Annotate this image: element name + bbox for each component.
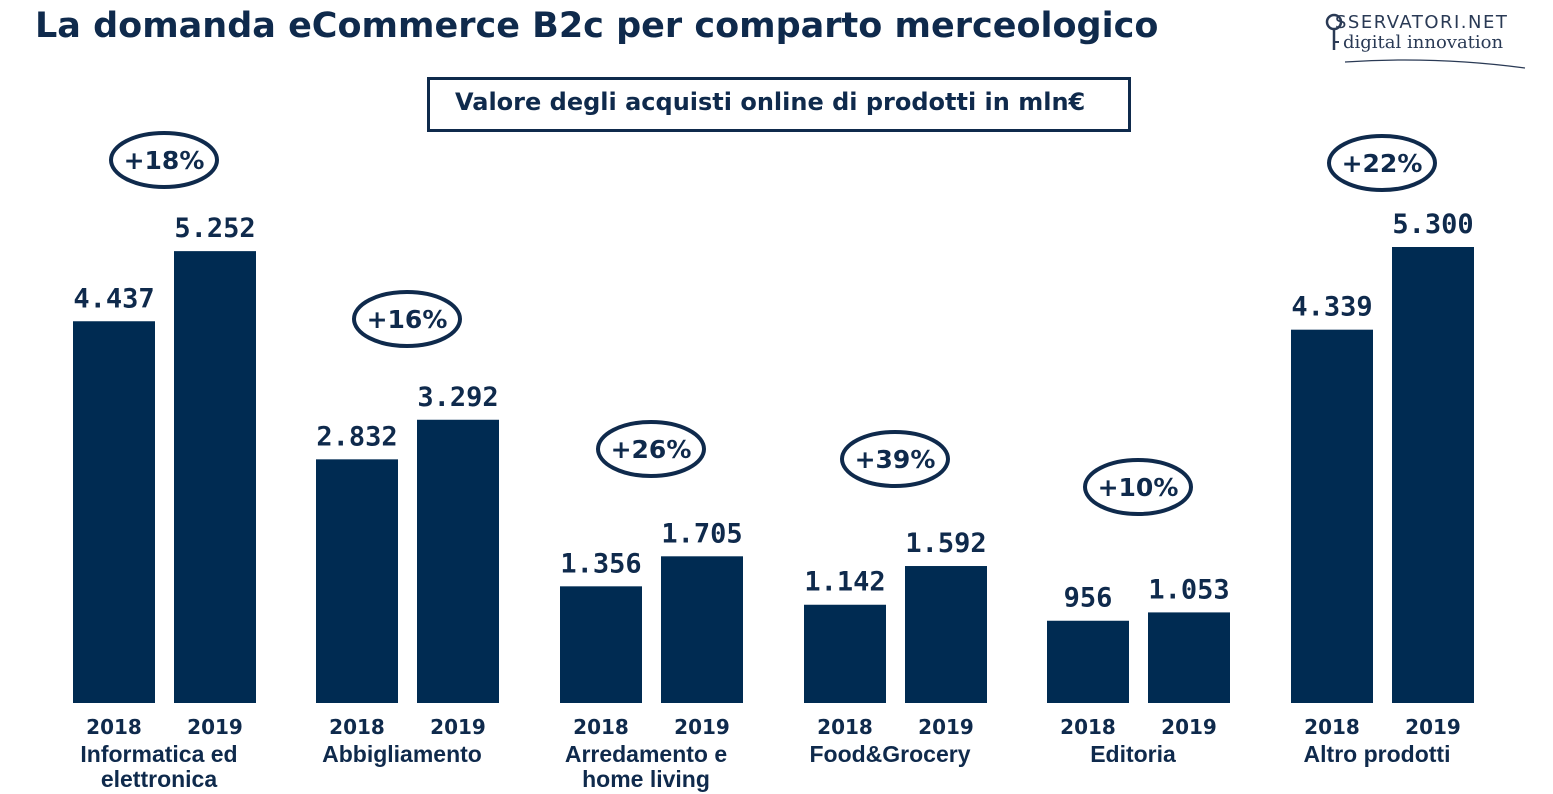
category-label-3-0: Food&Grocery (809, 741, 970, 767)
bar-2018-4 (1047, 620, 1129, 703)
bar-2019-0 (174, 251, 256, 703)
bar-2018-3 (804, 604, 886, 703)
page-title: La domanda eCommerce B2c per comparto me… (35, 6, 1159, 46)
logo-key-icon (1325, 13, 1343, 50)
subtitle-box (427, 77, 1131, 132)
growth-label-4: +10% (1098, 473, 1179, 502)
growth-ellipse-4 (1083, 458, 1193, 516)
bar-2019-4 (1148, 612, 1230, 703)
growth-label-2: +26% (611, 435, 692, 464)
category-label-5-0: Altro prodotti (1304, 741, 1451, 767)
value-label-2018-1: 2.832 (316, 421, 397, 452)
category-label-2-0: Arredamento e (565, 741, 727, 767)
value-label-2019-5: 5.300 (1392, 209, 1473, 240)
year-label-2019-1: 2019 (430, 715, 486, 739)
value-label-2018-5: 4.339 (1291, 292, 1372, 323)
growth-label-3: +39% (855, 445, 936, 474)
year-label-2019-3: 2019 (918, 715, 974, 739)
bar-2019-3 (905, 566, 987, 703)
growth-ellipse-3 (840, 430, 950, 488)
value-label-2018-2: 1.356 (560, 548, 641, 579)
logo-line2: digital innovation (1343, 32, 1504, 53)
bar-2018-5 (1291, 329, 1373, 703)
growth-ellipse-1 (352, 290, 462, 348)
year-label-2018-0: 2018 (86, 715, 142, 739)
year-label-2019-2: 2019 (674, 715, 730, 739)
growth-label-1: +16% (367, 305, 448, 334)
value-label-2018-3: 1.142 (804, 567, 885, 598)
bar-2019-1 (417, 419, 499, 703)
growth-ellipse-2 (596, 420, 706, 478)
category-label-0-0: Informatica ed (80, 741, 237, 767)
year-label-2018-5: 2018 (1304, 715, 1360, 739)
value-label-2018-0: 4.437 (73, 283, 154, 314)
bar-2018-0 (73, 321, 155, 703)
year-label-2018-2: 2018 (573, 715, 629, 739)
growth-ellipse-0 (109, 131, 219, 189)
bar-2019-5 (1392, 247, 1474, 703)
year-label-2018-3: 2018 (817, 715, 873, 739)
bar-2018-1 (316, 459, 398, 703)
category-label-2-1: home living (582, 766, 710, 792)
growth-label-5: +22% (1342, 149, 1423, 178)
category-label-4-0: Editoria (1090, 741, 1176, 767)
bar-2018-2 (560, 586, 642, 703)
year-label-2019-0: 2019 (187, 715, 243, 739)
year-label-2018-1: 2018 (329, 715, 385, 739)
category-label-0-1: elettronica (101, 766, 218, 792)
value-label-2019-4: 1.053 (1148, 574, 1229, 605)
value-label-2019-0: 5.252 (174, 213, 255, 244)
year-label-2019-5: 2019 (1405, 715, 1461, 739)
year-label-2018-4: 2018 (1060, 715, 1116, 739)
category-label-1-0: Abbigliamento (322, 741, 482, 767)
growth-label-0: +18% (124, 146, 205, 175)
logo-line1: SSERVATORI.NET (1335, 12, 1509, 33)
value-label-2019-1: 3.292 (417, 382, 498, 413)
value-label-2019-3: 1.592 (905, 528, 986, 559)
chart-subtitle: Valore degli acquisti online di prodotti… (455, 88, 1086, 116)
growth-ellipse-5 (1327, 134, 1437, 192)
logo-swoosh (1344, 59, 1526, 69)
value-label-2019-2: 1.705 (661, 518, 742, 549)
year-label-2019-4: 2019 (1161, 715, 1217, 739)
value-label-2018-4: 956 (1064, 583, 1113, 614)
osservatori-logo: SSERVATORI.NET digital innovation (1325, 12, 1540, 74)
bar-2019-2 (661, 556, 743, 703)
